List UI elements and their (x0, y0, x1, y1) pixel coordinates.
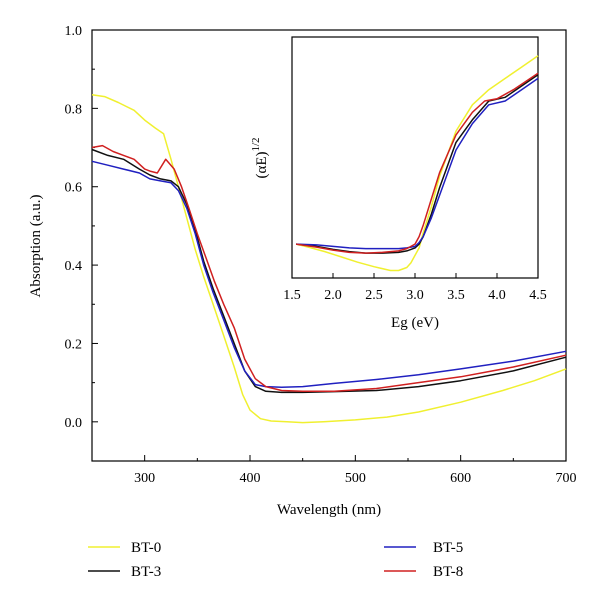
main-plot-frame (91, 29, 567, 462)
inset-axis-ticks: 1.5 2.0 2.5 3.0 3.5 4.0 4.5 (283, 273, 547, 303)
main-plot-series (91, 93, 567, 424)
inset-x-tick-label: 3.5 (447, 288, 465, 303)
legend-label-bt-5: BT-5 (433, 540, 463, 556)
main-y-tick-label: 0.2 (65, 337, 83, 352)
inset-plot-series (295, 55, 539, 272)
main-y-tick-label: 1.0 (65, 24, 83, 39)
inset-y-axis-label-exponent: 1/2 (250, 137, 262, 151)
main-x-tick-label: 400 (240, 471, 261, 486)
main-series-line-bt-3 (91, 148, 567, 394)
main-y-tick-label: 0.6 (65, 181, 83, 196)
inset-plot-frame (291, 36, 539, 279)
inset-x-tick-label: 2.5 (365, 288, 383, 303)
main-axis-ticks: 300 400 500 600 700 0.0 0.2 0.4 0.6 0.8 1.0 (65, 24, 577, 486)
inset-series-line-bt-5 (296, 77, 539, 250)
main-series-line-bt-8 (91, 144, 567, 393)
main-series-line-bt-0 (91, 93, 567, 424)
main-y-axis-label: Absorption (a.u.) (28, 195, 44, 298)
main-series-line-bt-5 (91, 160, 567, 389)
main-x-tick-label: 700 (556, 471, 577, 486)
inset-x-tick-label: 1.5 (283, 288, 301, 303)
inset-x-tick-label: 3.0 (406, 288, 424, 303)
inset-series-line-bt-0 (295, 55, 539, 272)
main-x-tick-label: 500 (345, 471, 366, 486)
main-x-tick-label: 300 (134, 471, 155, 486)
main-y-tick-label: 0.4 (65, 259, 83, 274)
main-y-tick-label: 0.8 (65, 102, 83, 117)
inset-y-axis-label: (αE)1/2 (250, 137, 270, 178)
inset-series-line-bt-8 (295, 72, 539, 254)
legend-label-bt-0: BT-0 (131, 540, 161, 556)
inset-x-tick-label: 4.5 (529, 288, 547, 303)
legend: BT-0 BT-3 BT-5 BT-8 (88, 540, 463, 580)
inset-x-axis-label: Eg (eV) (391, 315, 439, 331)
inset-x-tick-label: 4.0 (488, 288, 506, 303)
inset-y-axis-label-main: (αE) (254, 152, 270, 179)
legend-label-bt-8: BT-8 (433, 564, 463, 580)
main-x-tick-label: 600 (450, 471, 471, 486)
main-y-tick-label: 0.0 (65, 416, 83, 431)
inset-x-tick-label: 2.0 (324, 288, 342, 303)
legend-label-bt-3: BT-3 (131, 564, 161, 580)
main-x-axis-label: Wavelength (nm) (277, 502, 381, 518)
